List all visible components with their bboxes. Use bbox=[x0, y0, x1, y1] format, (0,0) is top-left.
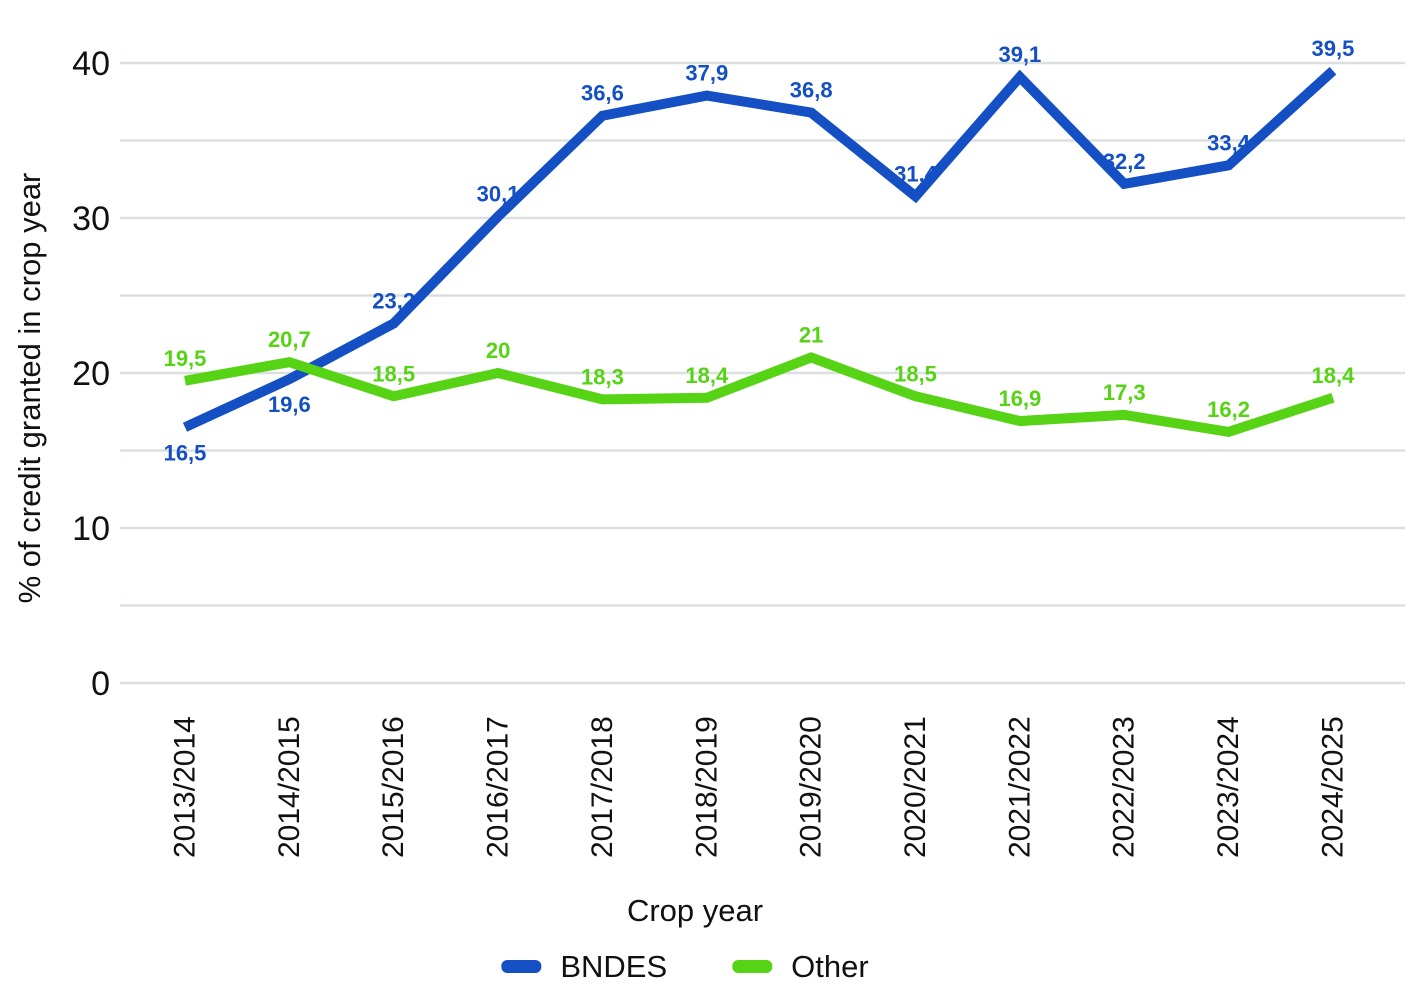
y-tick-label: 40 bbox=[72, 45, 110, 83]
x-category-label: 2019/2020 bbox=[795, 716, 828, 858]
data-label-bndes: 19,6 bbox=[268, 392, 311, 417]
data-label-other: 19,5 bbox=[164, 346, 207, 371]
data-label-bndes: 36,8 bbox=[790, 78, 833, 103]
data-label-other: 17,3 bbox=[1103, 380, 1146, 405]
data-label-bndes: 39,5 bbox=[1312, 36, 1355, 61]
data-label-other: 18,5 bbox=[372, 361, 415, 386]
legend-swatch-bndes bbox=[501, 960, 542, 973]
x-category-label: 2022/2023 bbox=[1108, 716, 1141, 858]
data-label-other: 18,4 bbox=[685, 363, 729, 388]
legend-label-other: Other bbox=[791, 949, 869, 984]
data-label-other: 16,9 bbox=[998, 386, 1041, 411]
data-label-other: 16,2 bbox=[1207, 397, 1250, 422]
legend-swatch-other bbox=[732, 960, 773, 973]
x-category-label: 2018/2019 bbox=[690, 716, 723, 858]
data-label-bndes: 30,1 bbox=[477, 181, 520, 206]
x-category-label: 2023/2024 bbox=[1212, 716, 1245, 858]
legend: BNDES Other bbox=[501, 951, 878, 982]
data-label-bndes: 16,5 bbox=[164, 440, 207, 465]
series-line-other bbox=[184, 352, 1335, 438]
data-label-bndes: 23,2 bbox=[372, 288, 415, 313]
x-category-label: 2021/2022 bbox=[1003, 716, 1036, 858]
y-axis-title: % of credit granted in crop year bbox=[12, 172, 47, 604]
x-category-label: 2014/2015 bbox=[273, 716, 306, 858]
x-category-label: 2017/2018 bbox=[586, 716, 619, 858]
y-tick-label: 0 bbox=[91, 665, 110, 703]
series-line-bndes bbox=[182, 67, 1337, 432]
data-label-other: 18,4 bbox=[1312, 363, 1356, 388]
x-category-label: 2015/2016 bbox=[377, 716, 410, 858]
data-label-bndes: 37,9 bbox=[685, 61, 728, 86]
x-category-label: 2024/2025 bbox=[1316, 716, 1349, 858]
x-category-label: 2020/2021 bbox=[899, 716, 932, 858]
y-tick-label: 20 bbox=[72, 355, 110, 393]
data-label-other: 18,3 bbox=[581, 364, 624, 389]
data-label-other: 21 bbox=[799, 323, 823, 348]
x-category-label: 2016/2017 bbox=[482, 716, 515, 858]
data-label-other: 18,5 bbox=[894, 361, 937, 386]
x-axis-title: Crop year bbox=[626, 893, 764, 928]
legend-label-bndes: BNDES bbox=[560, 949, 668, 984]
data-label-other: 20,7 bbox=[268, 327, 311, 352]
y-tick-label: 30 bbox=[72, 200, 110, 238]
data-label-bndes: 36,6 bbox=[581, 81, 624, 106]
data-label-bndes: 31,4 bbox=[894, 161, 938, 186]
data-label-bndes: 33,4 bbox=[1207, 130, 1251, 155]
data-label-bndes: 39,1 bbox=[998, 42, 1041, 67]
data-label-other: 20 bbox=[486, 338, 510, 363]
x-category-label: 2013/2014 bbox=[169, 716, 202, 858]
data-label-bndes: 32,2 bbox=[1103, 149, 1146, 174]
y-tick-label: 10 bbox=[72, 510, 110, 548]
